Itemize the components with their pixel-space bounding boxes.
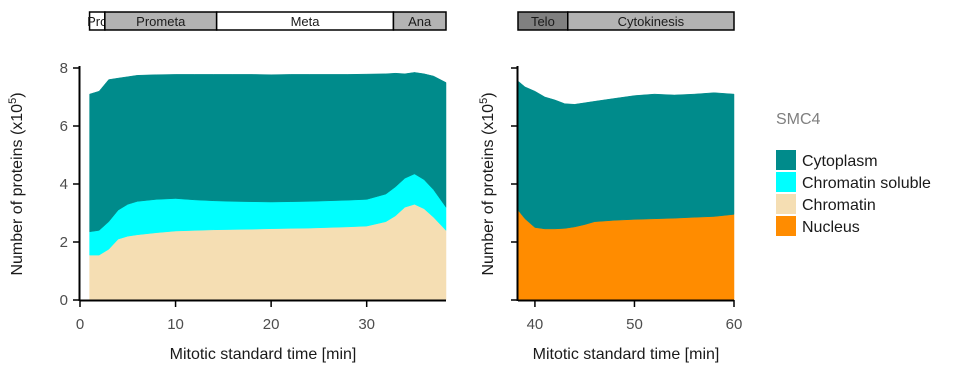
legend-label-cytoplasm: Cytoplasm — [802, 153, 878, 170]
left-x-tick-label: 30 — [358, 316, 375, 333]
phase-pro-label: Pro — [87, 14, 107, 29]
legend-swatch-cytoplasm — [776, 150, 796, 170]
phase-cytokinesis-label: Cytokinesis — [618, 14, 685, 29]
phase-telo-label: Telo — [531, 14, 555, 29]
legend-items: Cytoplasm Chromatin soluble Chromatin Nucle… — [776, 150, 931, 236]
legend-swatch-nucleus — [776, 216, 796, 236]
phase-meta-label: Meta — [291, 14, 321, 29]
right-x-tick-label: 40 — [527, 316, 544, 333]
right-x-axis-title: Mitotic standard time [min] — [533, 346, 720, 363]
legend-title: SMC4 — [776, 111, 821, 128]
left-x-axis-title: Mitotic standard time [min] — [170, 346, 357, 363]
right-y-axis-title: Number of proteins (x105) — [478, 92, 497, 275]
legend-swatch-chromatin — [776, 194, 796, 214]
legend-swatch-chromatin-soluble — [776, 172, 796, 192]
left-x-tick-label: 10 — [167, 316, 184, 333]
left-x-tick-label: 20 — [263, 316, 280, 333]
right-x-tick-label: 50 — [626, 316, 643, 333]
left-y-tick-label: 8 — [60, 60, 68, 77]
left-y-tick-label: 2 — [60, 234, 68, 251]
legend-label-nucleus: Nucleus — [802, 219, 860, 236]
left-area-cytoplasm — [89, 72, 447, 233]
right-chart-panel: 40 50 60 Mitotic standard time [min] Number … — [478, 11, 743, 363]
left-y-tick-label: 0 — [60, 292, 68, 309]
phase-cytokinesis-segment — [567, 11, 735, 31]
phase-ana-label: Ana — [408, 14, 432, 29]
left-x-tick-label: 0 — [76, 316, 84, 333]
left-y-tick-label: 4 — [60, 176, 68, 193]
legend: SMC4 Cytoplasm Chromatin soluble Chromatin… — [776, 111, 931, 236]
legend-label-chromatin-soluble: Chromatin soluble — [802, 175, 931, 192]
phase-prometa-label: Prometa — [136, 14, 186, 29]
left-y-axis-title: Number of proteins (x105) — [7, 92, 26, 275]
right-area-cytoplasm — [517, 80, 735, 230]
right-x-tick-label: 60 — [726, 316, 743, 333]
legend-label-chromatin: Chromatin — [802, 197, 876, 214]
left-y-tick-label: 6 — [60, 118, 68, 135]
phase-ana-segment — [392, 11, 447, 31]
